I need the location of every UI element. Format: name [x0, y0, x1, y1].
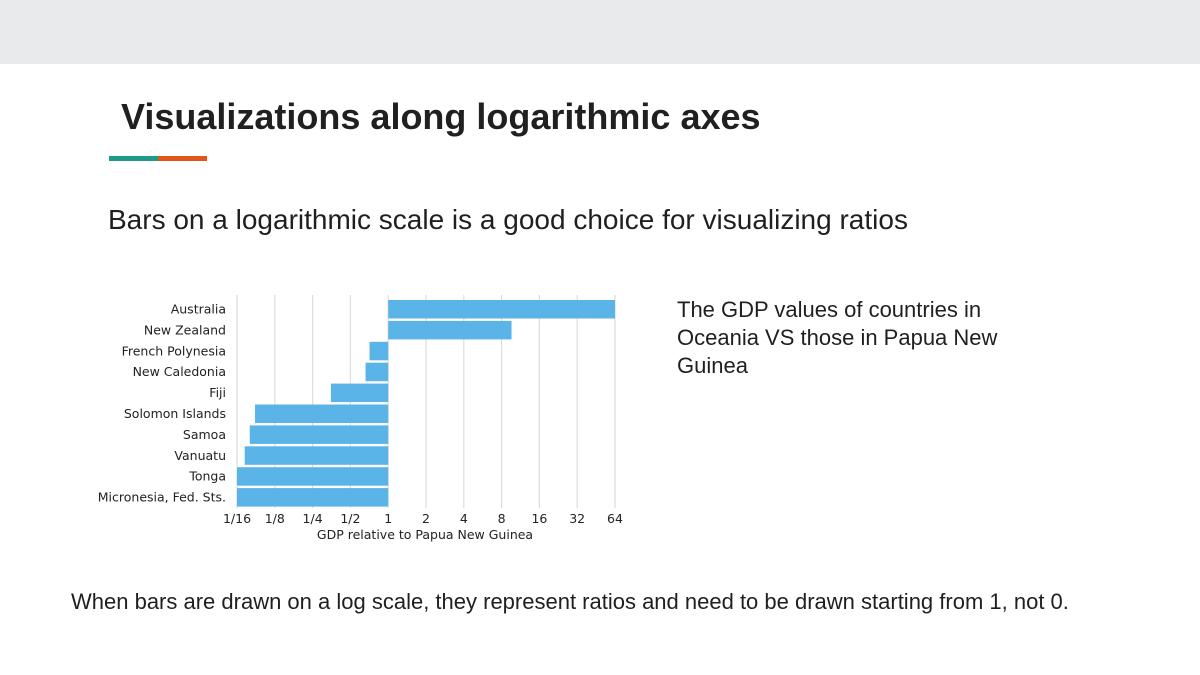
x-tick-label: 1/4 [303, 511, 323, 526]
bottom-note: When bars are drawn on a log scale, they… [71, 589, 1069, 614]
title-accent-orange [158, 156, 207, 161]
category-label: Samoa [183, 427, 226, 442]
category-label: Tonga [188, 469, 226, 484]
x-tick-label: 8 [498, 511, 506, 526]
top-band [0, 0, 1200, 64]
bar [330, 383, 389, 403]
bar [237, 488, 389, 507]
x-tick-layer: 1/16 1/8 1/4 1/2 1 2 4 8 16 32 64 [223, 511, 623, 526]
slide-title: Visualizations along logarithmic axes [121, 96, 761, 137]
bar [249, 425, 389, 444]
bar [369, 341, 389, 361]
bar-layer [237, 300, 615, 507]
x-tick-label: 2 [422, 511, 430, 526]
x-axis-title: GDP relative to Papua New Guinea [317, 527, 533, 542]
category-label: Micronesia, Fed. Sts. [98, 490, 226, 505]
bar [244, 446, 389, 465]
category-label: French Polynesia [122, 343, 226, 358]
category-label: Fiji [209, 385, 226, 400]
side-note: The GDP values of countries in Oceania V… [677, 297, 998, 378]
x-tick-label: 4 [460, 511, 468, 526]
x-tick-label: 1/16 [223, 511, 251, 526]
x-tick-label: 32 [569, 511, 585, 526]
category-label: Vanuatu [174, 448, 226, 463]
category-label: New Caledonia [133, 364, 226, 379]
bar [388, 320, 512, 340]
x-tick-label: 64 [607, 511, 623, 526]
bar [237, 467, 389, 486]
x-tick-label: 1 [384, 511, 392, 526]
category-label: New Zealand [144, 322, 226, 337]
bar [388, 300, 615, 319]
bar [255, 404, 389, 423]
x-tick-label: 16 [531, 511, 547, 526]
title-accent-teal [109, 156, 158, 161]
category-label: Australia [171, 302, 226, 317]
slide-subtitle: Bars on a logarithmic scale is a good ch… [108, 204, 908, 235]
bar [365, 362, 389, 382]
category-label-layer: Australia New Zealand French Polynesia New … [98, 302, 226, 505]
category-label: Solomon Islands [124, 406, 226, 421]
x-tick-label: 1/8 [265, 511, 285, 526]
x-tick-label: 1/2 [340, 511, 360, 526]
